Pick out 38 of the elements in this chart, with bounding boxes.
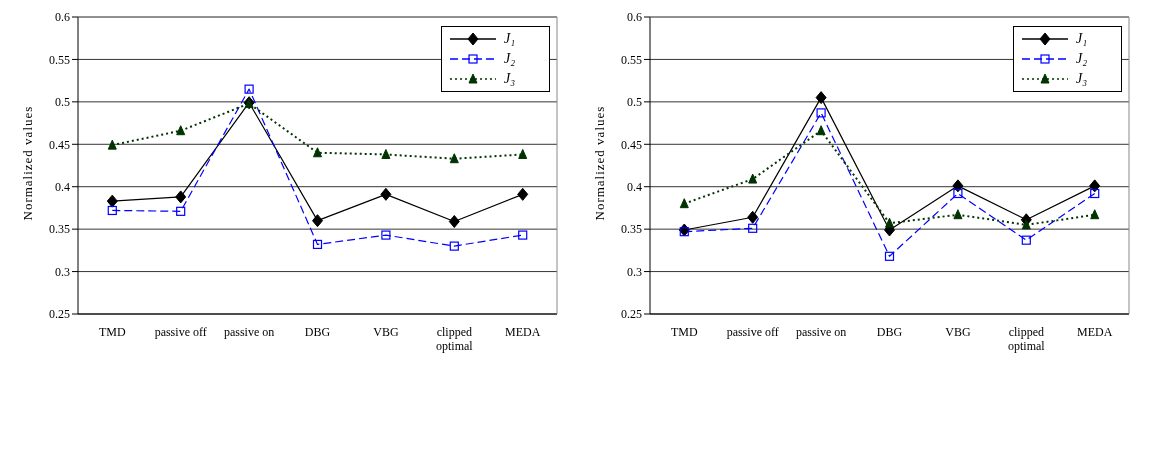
x-tick-label: passive on — [223, 325, 275, 339]
y-tick-label: 0.5 — [627, 95, 642, 110]
x-tick-label: VBG — [945, 325, 971, 339]
y-tick-label: 0.25 — [49, 307, 70, 322]
x-tick-label: VBG — [373, 325, 399, 339]
y-tick-label: 0.4 — [55, 179, 70, 194]
legend-label: J₁ — [504, 31, 516, 47]
y-tick-label: 0.25 — [621, 307, 642, 322]
y-axis-title: Normalized values — [19, 105, 35, 221]
x-tick-label: passive off — [726, 325, 779, 339]
x-tick-label: TMD — [98, 325, 126, 339]
y-tick-label: 0.6 — [627, 10, 642, 25]
y-tick-label: 0.3 — [627, 264, 642, 279]
legend-label: J₁ — [1076, 31, 1088, 47]
x-tick-label: clipped optimal — [435, 325, 474, 353]
y-tick-label: 0.35 — [49, 222, 70, 237]
legend-label: J₂ — [504, 51, 516, 67]
legend-label: J₃ — [1076, 71, 1088, 87]
x-tick-label: TMD — [670, 325, 698, 339]
x-tick-label: clipped optimal — [1007, 325, 1046, 353]
y-tick-label: 0.45 — [621, 137, 642, 152]
y-tick-label: 0.5 — [55, 95, 70, 110]
y-axis-title: Normalized values — [591, 105, 607, 221]
x-tick-label: passive on — [795, 325, 847, 339]
x-tick-label: DBG — [304, 325, 331, 339]
legend-label: J₂ — [1076, 51, 1088, 67]
y-tick-label: 0.35 — [621, 222, 642, 237]
y-tick-label: 0.55 — [621, 52, 642, 67]
x-tick-label: MEDA — [1077, 325, 1113, 339]
y-tick-label: 0.3 — [55, 264, 70, 279]
legend-label: J₃ — [504, 71, 516, 87]
y-tick-label: 0.6 — [55, 10, 70, 25]
y-tick-label: 0.55 — [49, 52, 70, 67]
x-tick-label: passive off — [154, 325, 207, 339]
x-tick-label: DBG — [876, 325, 903, 339]
y-tick-label: 0.4 — [627, 179, 642, 194]
x-tick-label: MEDA — [505, 325, 541, 339]
y-tick-label: 0.45 — [49, 137, 70, 152]
